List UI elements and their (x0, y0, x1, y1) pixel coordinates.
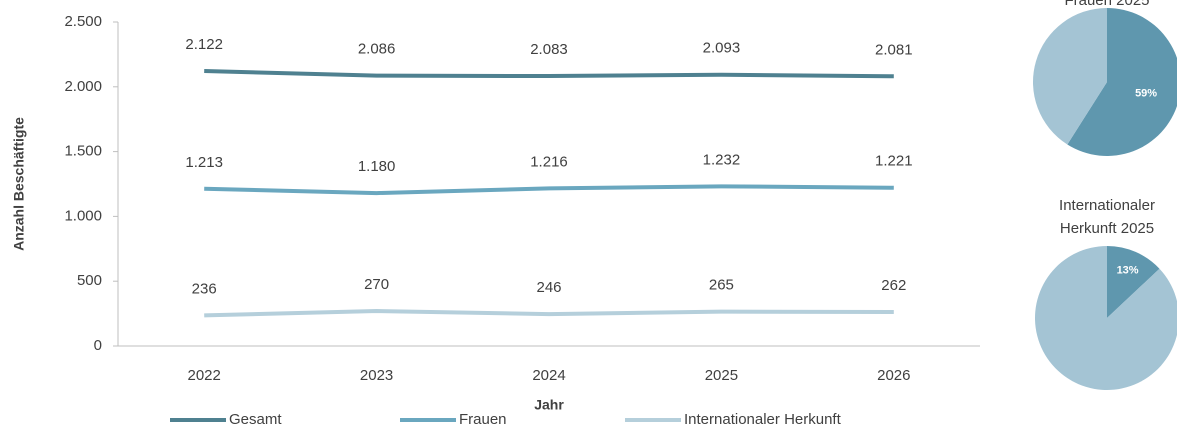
y-tick-label: 2.500 (64, 13, 102, 30)
data-label: 2.122 (185, 36, 223, 53)
legend-label: Internationaler Herkunft (684, 411, 842, 428)
y-axis-title: Anzahl Beschäftigte (11, 117, 27, 251)
data-label: 262 (881, 277, 906, 294)
pie-label: 13% (1117, 264, 1139, 276)
data-label: 2.093 (703, 40, 741, 57)
data-label: 246 (536, 279, 561, 296)
pie-title: Internationaler Herkunft 2025 (1059, 197, 1155, 237)
pie-slice (1035, 246, 1177, 390)
data-label: 270 (364, 276, 389, 293)
data-label: 2.081 (875, 41, 913, 58)
data-label: 1.232 (703, 151, 741, 168)
pie-label: 59% (1135, 87, 1157, 99)
pie-slice (1033, 8, 1107, 145)
pie-slice (1067, 8, 1177, 156)
data-label: 1.180 (358, 158, 396, 175)
data-label: 1.221 (875, 153, 913, 170)
legend-label: Frauen (459, 411, 507, 428)
x-axis-title: Jahr (534, 397, 564, 413)
pie-title: Frauen 2025 (1064, 0, 1150, 9)
y-tick-label: 2.000 (64, 78, 102, 95)
data-label: 1.213 (185, 154, 223, 171)
series-line (204, 309, 894, 318)
series-line (204, 184, 894, 196)
y-tick-label: 1.500 (64, 143, 102, 160)
data-label: 236 (192, 280, 217, 297)
data-label: 1.216 (530, 153, 568, 170)
y-tick-label: 500 (77, 272, 102, 289)
series-line (204, 68, 894, 79)
x-tick-label: 2026 (877, 367, 910, 384)
data-label: 2.086 (358, 41, 396, 58)
x-tick-label: 2023 (360, 367, 393, 384)
y-tick-label: 0 (94, 337, 102, 354)
x-tick-label: 2022 (188, 367, 221, 384)
x-tick-label: 2025 (705, 367, 738, 384)
legend-label: Gesamt (229, 411, 282, 428)
x-tick-label: 2024 (532, 367, 565, 384)
data-label: 265 (709, 277, 734, 294)
data-label: 2.083 (530, 41, 568, 58)
pie-slice (1107, 246, 1160, 318)
y-tick-label: 1.000 (64, 207, 102, 224)
